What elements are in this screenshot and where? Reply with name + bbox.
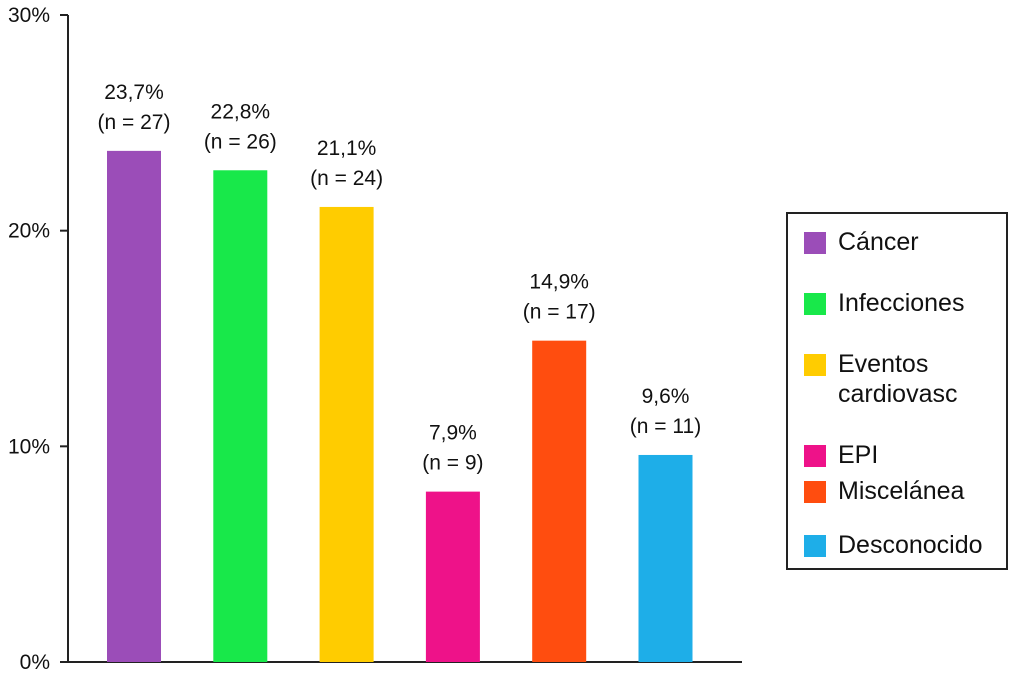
data-label-count: (n = 17) bbox=[523, 301, 596, 324]
legend-swatch bbox=[804, 232, 826, 254]
data-label-count: (n = 24) bbox=[310, 167, 383, 190]
data-label-percent: 21,1% bbox=[317, 137, 377, 160]
y-tick-label: 30% bbox=[8, 4, 50, 27]
bar bbox=[107, 150, 161, 662]
legend-swatch bbox=[804, 481, 826, 503]
legend-item: EPI bbox=[804, 440, 878, 470]
bar bbox=[532, 340, 587, 662]
y-tick-label: 0% bbox=[20, 651, 50, 674]
legend-swatch bbox=[804, 293, 826, 315]
legend-swatch bbox=[804, 535, 826, 557]
data-label-percent: 23,7% bbox=[104, 81, 164, 104]
data-label-count: (n = 11) bbox=[630, 415, 701, 438]
y-axis: 0% 10% 20% 30% bbox=[8, 4, 742, 674]
legend-label: Miscelánea bbox=[838, 477, 965, 505]
data-label-percent: 22,8% bbox=[211, 100, 271, 123]
legend-label: Eventos cardiovasc bbox=[838, 350, 958, 408]
legend-item: Miscelánea bbox=[804, 476, 964, 506]
data-label-percent: 14,9% bbox=[529, 271, 589, 294]
data-label-percent: 9,6% bbox=[642, 385, 690, 408]
legend-label: Desconocido bbox=[838, 531, 983, 559]
y-tick-label: 20% bbox=[8, 220, 50, 243]
legend: Cáncer Infecciones Eventos cardiovasc EPI Mi… bbox=[786, 212, 1008, 570]
bar bbox=[213, 170, 268, 662]
y-tick-label: 10% bbox=[8, 435, 50, 458]
data-label-count: (n = 9) bbox=[422, 452, 483, 475]
legend-item: Desconocido bbox=[804, 530, 983, 560]
bars bbox=[107, 150, 693, 662]
bar bbox=[319, 206, 374, 662]
legend-item: Cáncer bbox=[804, 227, 919, 257]
legend-label: EPI bbox=[838, 441, 879, 469]
legend-label: Cáncer bbox=[838, 228, 919, 256]
data-label-count: (n = 27) bbox=[98, 111, 171, 134]
legend-item: Infecciones bbox=[804, 288, 964, 318]
data-label-count: (n = 26) bbox=[204, 130, 277, 153]
legend-item: Eventos cardiovasc bbox=[804, 349, 958, 409]
bar bbox=[425, 491, 480, 662]
bar bbox=[638, 454, 693, 662]
legend-label: Infecciones bbox=[838, 289, 965, 317]
data-labels: 23,7% (n = 27) 22,8% (n = 26) 21,1% (n = 24) 7… bbox=[98, 81, 702, 475]
legend-swatch bbox=[804, 445, 826, 467]
data-label-percent: 7,9% bbox=[429, 422, 477, 445]
legend-swatch bbox=[804, 354, 826, 376]
